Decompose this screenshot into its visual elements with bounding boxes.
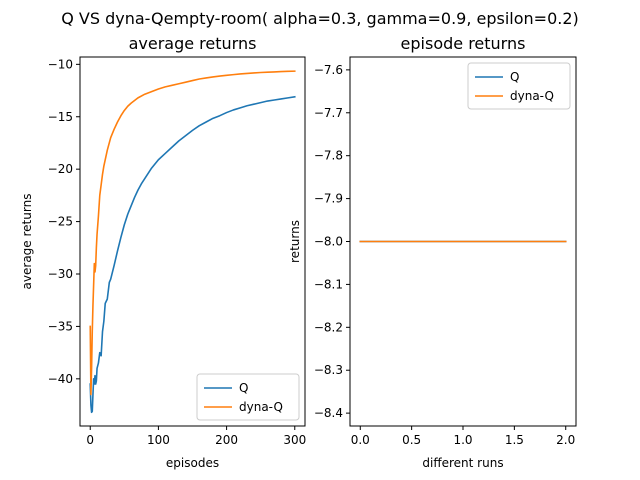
- x-tick-label: 100: [147, 433, 170, 447]
- axes-average-returns: average returns 0 100 200 300 −40 −35 −30 −25 −20…: [20, 34, 306, 470]
- y-tick-label: −8.0: [314, 235, 343, 249]
- y-tick-label: −35: [48, 319, 73, 333]
- axes-title: average returns: [129, 34, 257, 53]
- y-tick-label: −20: [48, 162, 73, 176]
- plot-area: [89, 70, 296, 414]
- axes-frame: [79, 56, 306, 427]
- y-tick-label: −15: [48, 110, 73, 124]
- y-axis-label: returns: [288, 220, 302, 263]
- x-tick-label: 0: [86, 433, 94, 447]
- y-tick-label: −10: [48, 57, 73, 71]
- x-axis-label: different runs: [422, 456, 503, 470]
- x-tick-label: 200: [215, 433, 238, 447]
- figure-suptitle: Q VS dyna-Qempty-room( alpha=0.3, gamma=…: [61, 9, 579, 28]
- legend-frame: [467, 62, 571, 110]
- y-tick-label: −8.4: [314, 406, 343, 420]
- legend-label-q: Q: [239, 381, 248, 395]
- legend-label-dyna-q: dyna-Q: [510, 89, 554, 103]
- x-tick-label: 0.0: [351, 433, 370, 447]
- y-tick-label: −8.1: [314, 277, 343, 291]
- x-tick-label: 2.0: [556, 433, 575, 447]
- series-line-dyna-q: [89, 70, 296, 396]
- axes-title: episode returns: [401, 34, 526, 53]
- axes-episode-returns: episode returns 0.0 0.5 1.0 1.5 2.0 −8.4 −8.3 −8…: [288, 34, 577, 470]
- y-axis-label: average returns: [20, 194, 34, 290]
- x-axis-label: episodes: [166, 456, 219, 470]
- y-tick-label: −7.7: [314, 106, 343, 120]
- x-tick-label: 300: [283, 433, 306, 447]
- y-tick-label: −40: [48, 372, 73, 386]
- y-tick-label: −25: [48, 215, 73, 229]
- y-tick-label: −7.9: [314, 192, 343, 206]
- x-tick-label: 1.0: [453, 433, 472, 447]
- y-tick-label: −7.6: [314, 63, 343, 77]
- y-tick-label: −7.8: [314, 149, 343, 163]
- series-line-q: [89, 95, 296, 414]
- x-tick-label: 0.5: [402, 433, 421, 447]
- y-tick-label: −30: [48, 267, 73, 281]
- legend-label-dyna-q: dyna-Q: [239, 400, 283, 414]
- y-tick-label: −8.3: [314, 363, 343, 377]
- legend-frame: [196, 373, 300, 421]
- y-tick-label: −8.2: [314, 320, 343, 334]
- legend-label-q: Q: [510, 70, 519, 84]
- x-tick-label: 1.5: [505, 433, 524, 447]
